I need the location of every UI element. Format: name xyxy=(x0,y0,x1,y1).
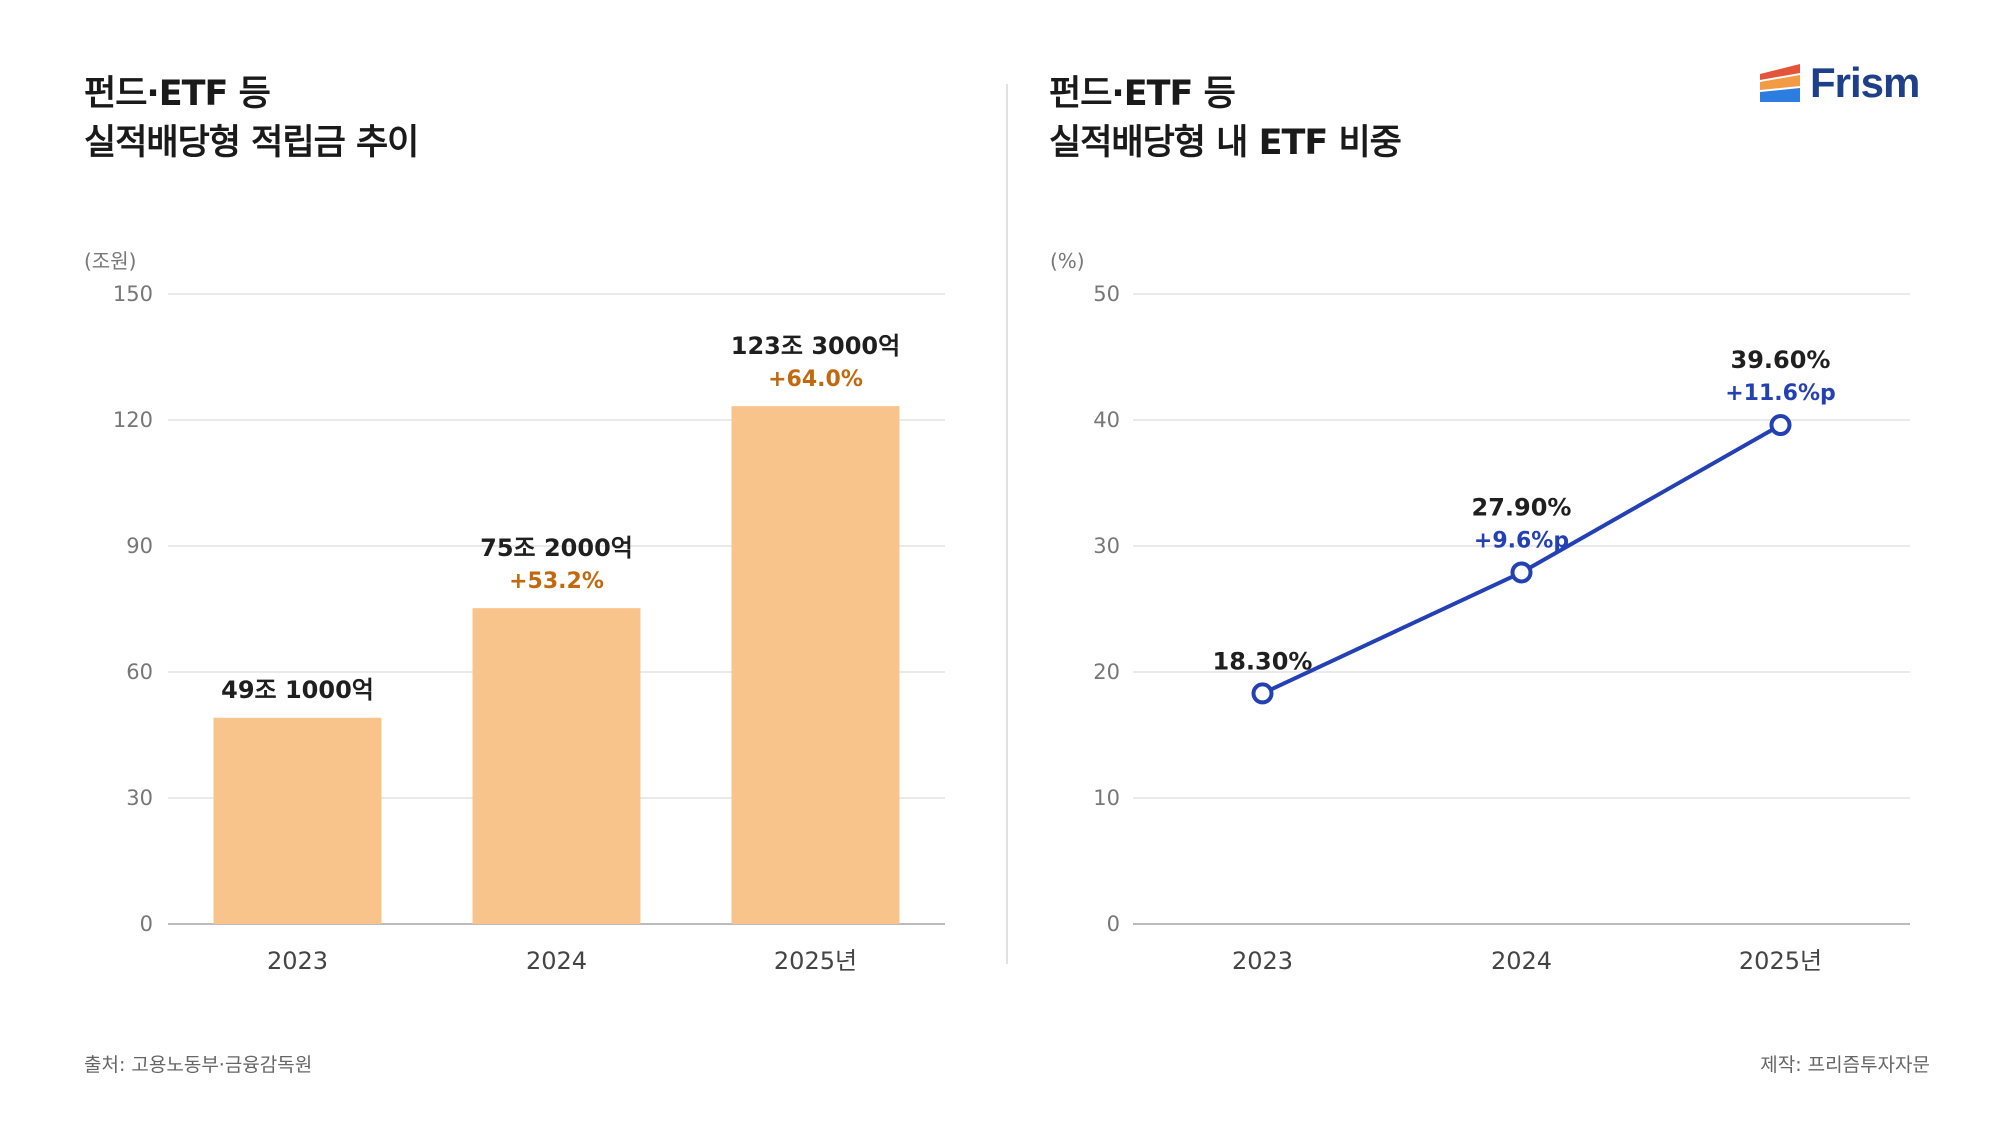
bar-chart: (조원) 0 30 60 90 120 150 2023 2024 2025년 49조 1000억 7… xyxy=(84,249,945,975)
bar-growth-label: +53.2% xyxy=(509,569,604,594)
series-line xyxy=(1261,423,1782,696)
line-chart: (%) 0 10 20 30 40 50 2023 2024 2025년 18.30% 27.90% +… xyxy=(1050,249,1910,975)
bar-chart-title-line-2: 실적배당형 적립금 추이 xyxy=(84,123,419,163)
bar-value-label: 75조 2000억 xyxy=(480,534,633,562)
point-value-label: 39.60% xyxy=(1731,346,1831,374)
y-tick-label: 120 xyxy=(113,408,153,432)
point-value-label: 27.90% xyxy=(1472,493,1572,521)
y-tick-label: 0 xyxy=(140,912,153,936)
line-chart-title-line-2: 실적배당형 내 ETF 비중 xyxy=(1049,123,1402,163)
y-tick-label: 30 xyxy=(1093,534,1120,558)
x-tick-label: 2024 xyxy=(526,947,587,975)
logo-stripe-orange xyxy=(1760,75,1800,90)
bar-value-label: 49조 1000억 xyxy=(221,676,374,704)
data-point xyxy=(1251,682,1274,705)
y-tick-label: 50 xyxy=(1093,282,1120,306)
point-growth-label: +11.6%p xyxy=(1725,381,1836,406)
y-tick-label: 60 xyxy=(126,660,153,684)
bar xyxy=(731,406,900,924)
x-tick-label: 2023 xyxy=(267,947,328,975)
y-tick-label: 10 xyxy=(1093,786,1120,810)
x-tick-label: 2025년 xyxy=(774,947,857,975)
line-chart-title-line-1: 펀드·ETF 등 xyxy=(1049,74,1236,114)
y-tick-label: 0 xyxy=(1107,912,1120,936)
bar-growth-label: +64.0% xyxy=(768,367,863,392)
y-tick-label: 150 xyxy=(113,282,153,306)
credit-note: 제작: 프리즘투자자문 xyxy=(1760,1054,1930,1076)
source-note: 출처: 고용노동부·금융감독원 xyxy=(84,1054,313,1076)
point-growth-label: +9.6%p xyxy=(1474,528,1569,553)
logo-stripe-blue xyxy=(1760,88,1800,102)
bar xyxy=(472,608,641,924)
chart-divider xyxy=(1006,84,1008,964)
y-tick-label: 30 xyxy=(126,786,153,810)
data-point xyxy=(1769,414,1792,437)
bar-value-label: 123조 3000억 xyxy=(731,332,900,360)
y-axis-unit-label: (조원) xyxy=(84,249,136,273)
bar-chart-title: 펀드·ETF 등 실적배당형 적립금 추이 xyxy=(84,70,419,168)
point-value-label: 18.30% xyxy=(1213,647,1313,675)
frism-logo-text: Frism xyxy=(1810,59,1920,106)
bar-chart-title-line-1: 펀드·ETF 등 xyxy=(84,74,271,114)
x-tick-label: 2023 xyxy=(1232,947,1293,975)
y-tick-label: 40 xyxy=(1093,408,1120,432)
y-tick-label: 90 xyxy=(126,534,153,558)
y-axis-unit-label: (%) xyxy=(1050,249,1085,273)
frism-logo: Frism xyxy=(1760,58,1920,108)
y-tick-label: 20 xyxy=(1093,660,1120,684)
bar xyxy=(213,717,382,924)
x-tick-label: 2025년 xyxy=(1739,947,1822,975)
line-chart-title: 펀드·ETF 등 실적배당형 내 ETF 비중 xyxy=(1049,70,1402,168)
x-tick-label: 2024 xyxy=(1491,947,1552,975)
data-point xyxy=(1510,561,1533,584)
frism-logo-icon xyxy=(1760,64,1800,102)
logo-stripe-red xyxy=(1760,64,1800,80)
